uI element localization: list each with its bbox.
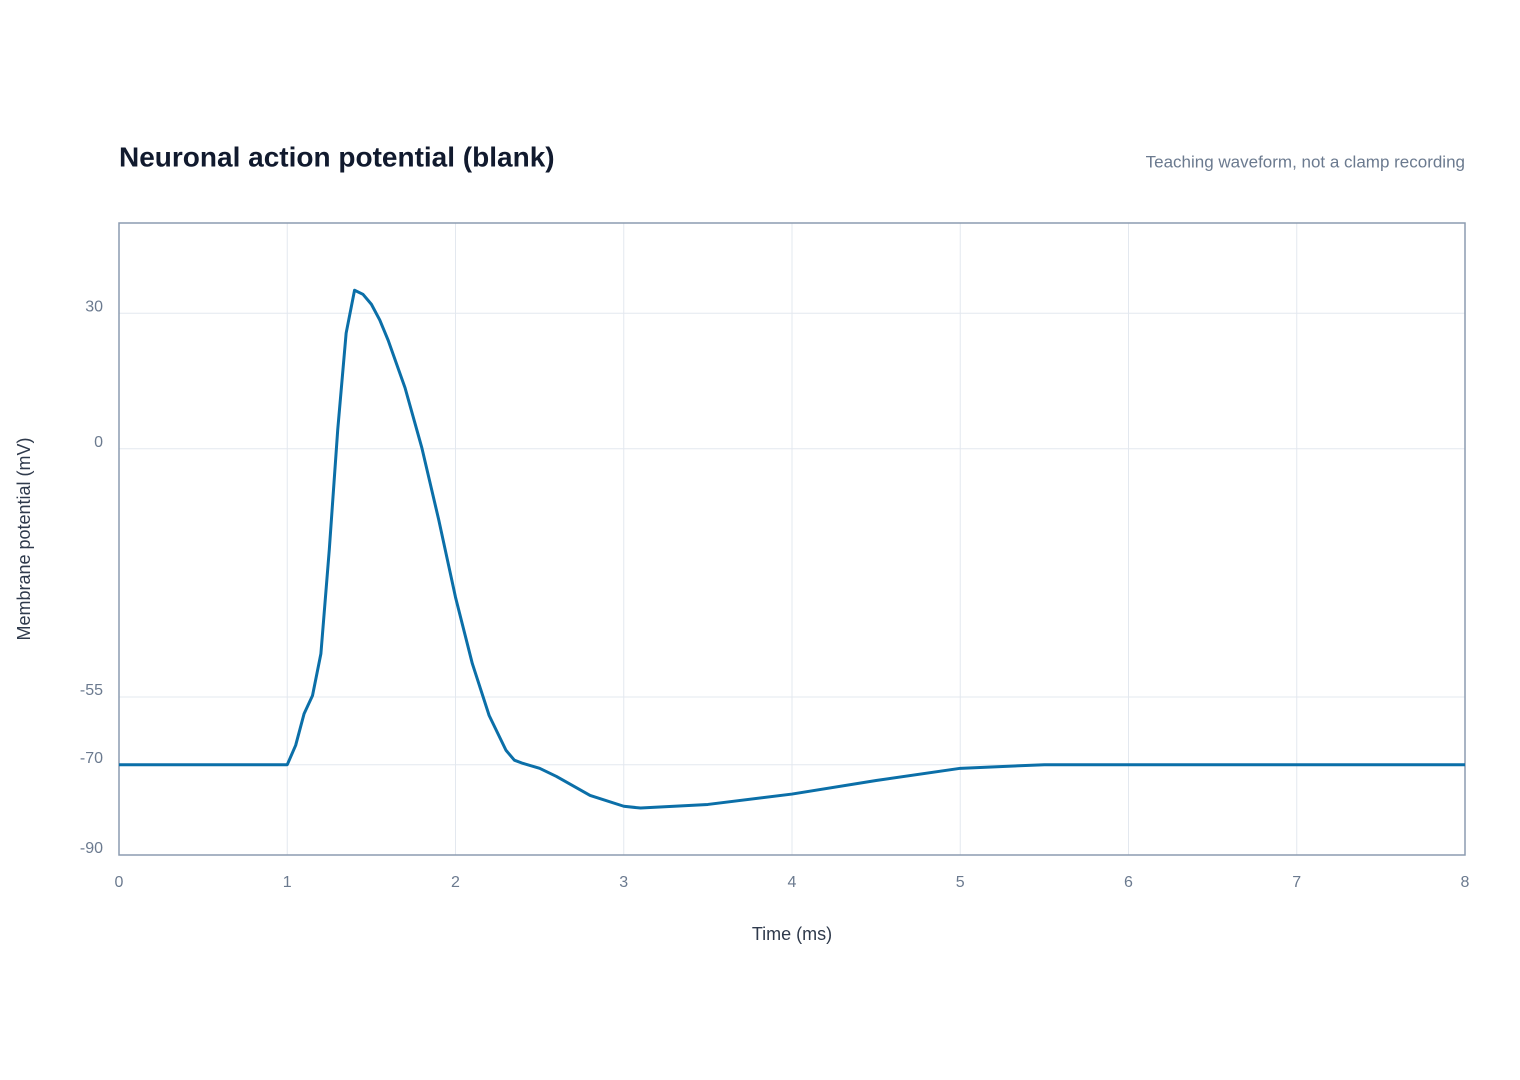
x-tick-label: 6 — [1124, 874, 1133, 891]
y-tick-label: -90 — [80, 840, 103, 857]
y-tick-label: -70 — [80, 750, 103, 767]
x-tick-label: 0 — [115, 874, 124, 891]
y-tick-label: -55 — [80, 682, 103, 699]
y-tick-label: 30 — [85, 299, 103, 316]
x-tick-label: 5 — [956, 874, 965, 891]
x-tick-label: 3 — [619, 874, 628, 891]
y-tick-label: 0 — [94, 434, 103, 451]
x-tick-label: 2 — [451, 874, 460, 891]
x-tick-label: 1 — [283, 874, 292, 891]
chart-title: Neuronal action potential (blank) — [119, 141, 555, 172]
data-line — [119, 288, 1465, 810]
y-axis-label: Membrane potential (mV) — [14, 437, 34, 640]
x-tick-label: 8 — [1461, 874, 1470, 891]
x-axis-label: Time (ms) — [752, 924, 832, 944]
chart-subtitle: Teaching waveform, not a clamp recording — [1146, 152, 1465, 171]
x-tick-label: 7 — [1292, 874, 1301, 891]
x-tick-label: 4 — [788, 874, 797, 891]
plot-frame — [118, 222, 1466, 856]
